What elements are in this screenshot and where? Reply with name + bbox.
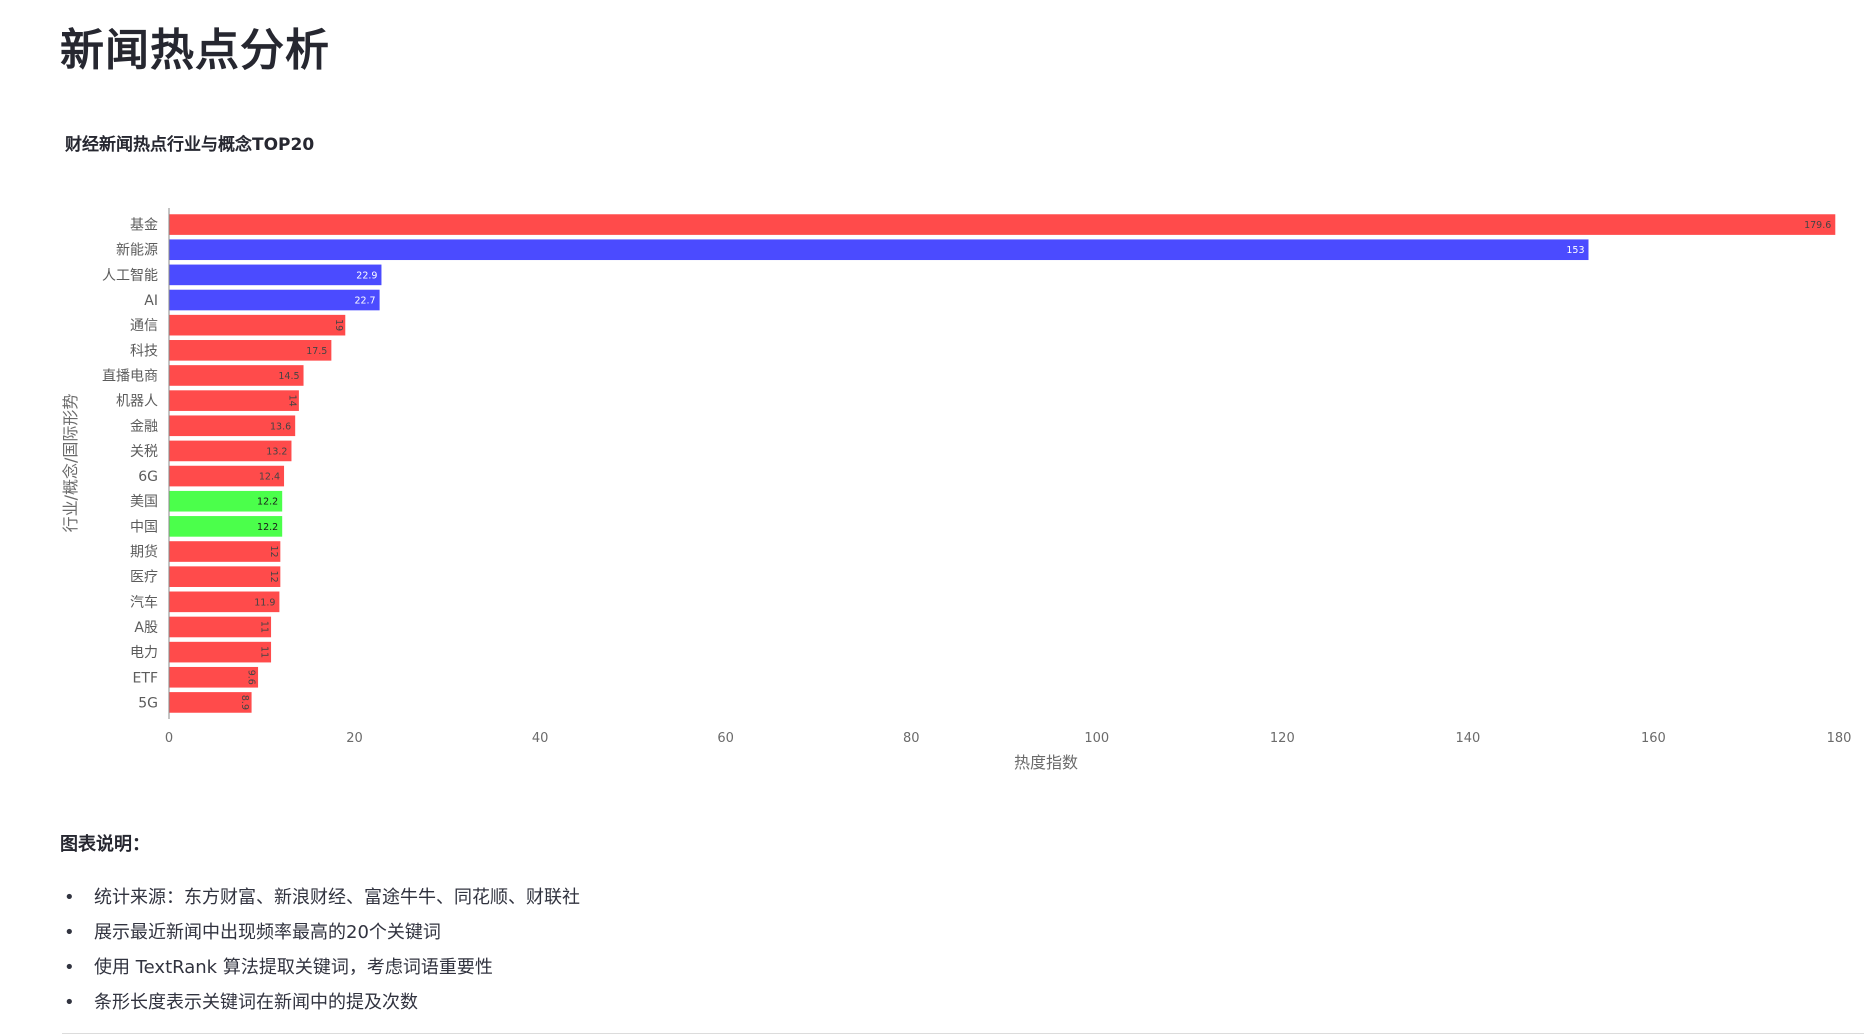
note-item: • 统计来源：东方财富、新浪财经、富途牛牛、同花顺、财联社 xyxy=(60,880,580,915)
bullet: • xyxy=(64,887,75,908)
x-axis-title: 热度指数 xyxy=(1014,753,1078,772)
x-tick-label: 140 xyxy=(1455,731,1480,746)
bar[interactable] xyxy=(169,666,259,688)
page-title: 新闻热点分析 xyxy=(60,25,330,76)
data-label: 22.7 xyxy=(354,296,375,307)
category-label: 通信 xyxy=(130,318,158,334)
notes-heading: 图表说明： xyxy=(60,834,150,855)
data-label: 11 xyxy=(259,621,270,633)
category-label: 6G xyxy=(138,469,158,485)
data-label: 153 xyxy=(1566,245,1584,256)
bar[interactable] xyxy=(169,616,272,638)
category-label: 科技 xyxy=(130,343,158,359)
category-label: 机器人 xyxy=(116,394,158,410)
note-text: 条形长度表示关键词在新闻中的提及次数 xyxy=(94,992,418,1013)
category-label: 电力 xyxy=(130,645,158,661)
data-label: 12.4 xyxy=(259,472,280,483)
bar[interactable] xyxy=(169,566,281,587)
bar[interactable] xyxy=(169,692,252,713)
bar[interactable] xyxy=(169,390,299,411)
bar[interactable] xyxy=(169,365,304,386)
bar[interactable] xyxy=(169,591,280,613)
bullet: • xyxy=(64,992,75,1013)
bar[interactable] xyxy=(169,239,1589,261)
bullet: • xyxy=(64,922,75,943)
note-item: • 使用 TextRank 算法提取关键词，考虑词语重要性 xyxy=(60,950,580,985)
data-label: 11.9 xyxy=(254,597,275,608)
bar[interactable] xyxy=(169,440,292,462)
bar[interactable] xyxy=(169,314,346,336)
bar[interactable] xyxy=(169,541,281,562)
category-label: 新能源 xyxy=(116,243,158,259)
category-label: A股 xyxy=(134,620,158,636)
data-label: 12.2 xyxy=(257,522,278,533)
data-label: 17.5 xyxy=(306,346,327,357)
x-tick-label: 100 xyxy=(1084,731,1109,746)
data-label: 14.5 xyxy=(278,371,299,382)
category-label: 关税 xyxy=(130,444,158,460)
category-label: 直播电商 xyxy=(102,367,158,384)
data-label: 179.6 xyxy=(1804,220,1831,231)
data-label: 9.6 xyxy=(246,670,257,685)
bar[interactable] xyxy=(169,516,283,537)
note-item: • 条形长度表示关键词在新闻中的提及次数 xyxy=(60,985,580,1020)
bar[interactable] xyxy=(169,340,332,361)
data-label: 12.2 xyxy=(257,497,278,508)
note-text: 统计来源：东方财富、新浪财经、富途牛牛、同花顺、财联社 xyxy=(94,887,580,908)
category-label: 期货 xyxy=(130,544,158,561)
data-label: 11 xyxy=(259,646,270,658)
bar[interactable] xyxy=(169,415,296,437)
category-label: 金融 xyxy=(130,419,158,435)
data-label: 13.6 xyxy=(270,421,291,432)
category-label: 人工智能 xyxy=(102,268,158,284)
bullet: • xyxy=(64,957,75,978)
data-label: 12 xyxy=(268,545,279,557)
data-label: 22.9 xyxy=(356,270,377,281)
category-label: ETF xyxy=(133,670,158,686)
bar[interactable] xyxy=(169,289,380,311)
bar-chart[interactable]: 179.6 153 22.9 22.7 19 17.5 14.5 14 13.6 13.2 12.4… xyxy=(0,120,1864,790)
chart-title: 财经新闻热点行业与概念TOP20 xyxy=(65,135,315,155)
category-label: 汽车 xyxy=(130,594,158,611)
data-label: 8.9 xyxy=(239,695,250,710)
category-label: 5G xyxy=(138,695,158,711)
category-label: 美国 xyxy=(130,494,158,510)
data-label: 14 xyxy=(286,395,297,407)
category-label: 中国 xyxy=(130,519,158,535)
bar[interactable] xyxy=(169,214,1836,235)
x-tick-label: 120 xyxy=(1270,731,1295,746)
note-text: 使用 TextRank 算法提取关键词，考虑词语重要性 xyxy=(94,957,493,978)
category-label: AI xyxy=(144,293,158,309)
x-tick-label: 160 xyxy=(1641,731,1666,746)
category-label: 基金 xyxy=(130,217,158,234)
note-item: • 展示最近新闻中出现频率最高的20个关键词 xyxy=(60,915,580,950)
y-axis-title: 行业/概念/国际形势 xyxy=(61,394,80,533)
category-label: 医疗 xyxy=(130,570,158,586)
divider xyxy=(62,1033,1864,1034)
data-label: 12 xyxy=(268,571,279,583)
plot-area: 179.6 153 22.9 22.7 19 17.5 14.5 14 13.6 13.2 12.4… xyxy=(169,214,1836,713)
x-tick-label: 180 xyxy=(1827,731,1852,746)
x-tick-label: 40 xyxy=(532,731,549,746)
note-text: 展示最近新闻中出现频率最高的20个关键词 xyxy=(94,922,441,943)
notes-list: • 统计来源：东方财富、新浪财经、富途牛牛、同花顺、财联社 • 展示最近新闻中出现频… xyxy=(60,880,580,1020)
bar[interactable] xyxy=(169,641,272,663)
data-label: 13.2 xyxy=(266,446,287,457)
data-label: 19 xyxy=(333,319,344,331)
x-tick-label: 80 xyxy=(903,731,920,746)
x-tick-label: 60 xyxy=(717,731,734,746)
x-tick-label: 0 xyxy=(165,731,173,746)
bar[interactable] xyxy=(169,465,285,487)
x-axis: 0 20 40 60 80 100 120 140 160 180 xyxy=(165,731,1852,746)
bar[interactable] xyxy=(169,490,283,512)
x-tick-label: 20 xyxy=(346,731,363,746)
bar[interactable] xyxy=(169,264,382,286)
